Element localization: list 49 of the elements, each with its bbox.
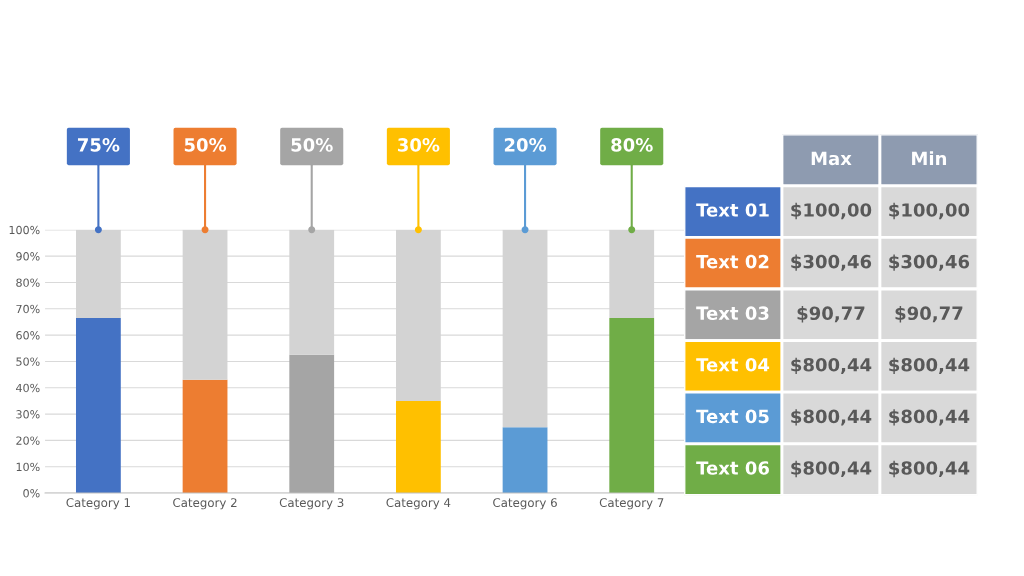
annotation: 50% bbox=[184, 138, 227, 152]
data-label: $100,00 bbox=[889, 202, 970, 220]
series-label: Text 01 bbox=[696, 203, 769, 217]
bar bbox=[609, 318, 655, 494]
y-tick-label: 60% bbox=[16, 331, 40, 340]
data-label: $800,44 bbox=[791, 357, 872, 375]
y-tick-label: 100% bbox=[9, 225, 40, 235]
annotation: 75% bbox=[77, 138, 120, 152]
y-tick-label: 50% bbox=[16, 357, 40, 366]
series-label: Text 05 bbox=[696, 409, 769, 424]
annotation: 20% bbox=[504, 138, 547, 152]
bar bbox=[502, 427, 548, 494]
data-label: $800,44 bbox=[791, 460, 872, 478]
data-label: $300,46 bbox=[791, 254, 872, 271]
data-label: $800,44 bbox=[889, 409, 970, 426]
y-tick-label: 90% bbox=[16, 252, 40, 261]
series-label: Text 06 bbox=[696, 461, 769, 475]
x-tick-label: Category 3 bbox=[279, 498, 344, 510]
data-label: $300,46 bbox=[889, 254, 970, 271]
bar bbox=[182, 379, 228, 494]
y-tick-label: 10% bbox=[16, 462, 40, 472]
bar bbox=[395, 400, 441, 494]
data-label: $800,44 bbox=[791, 409, 872, 426]
y-tick-label: 20% bbox=[16, 436, 40, 445]
annotation: 30% bbox=[397, 138, 440, 152]
series-label: Text 03 bbox=[696, 306, 769, 321]
bar bbox=[75, 318, 121, 494]
x-tick-label: Category 6 bbox=[493, 498, 557, 510]
y-tick-label: 80% bbox=[16, 278, 40, 287]
bar bbox=[289, 354, 335, 494]
category-label: Max bbox=[811, 151, 852, 166]
series-label: Text 02 bbox=[696, 254, 769, 269]
data-label: $90,77 bbox=[797, 306, 865, 323]
data-label: $800,44 bbox=[889, 460, 970, 478]
annotation: 50% bbox=[291, 138, 333, 152]
x-tick-label: Category 7 bbox=[599, 498, 664, 510]
data-label: $90,77 bbox=[895, 306, 963, 323]
x-tick-label: Category 1 bbox=[66, 498, 130, 510]
data-label: $100,00 bbox=[791, 202, 872, 220]
y-tick-label: 40% bbox=[16, 383, 40, 393]
y-tick-label: 70% bbox=[16, 304, 40, 314]
y-tick-label: 0% bbox=[23, 489, 40, 498]
x-tick-label: Category 4 bbox=[386, 498, 451, 510]
y-tick-label: 30% bbox=[16, 410, 40, 419]
data-label: $800,44 bbox=[889, 357, 970, 375]
x-tick-label: Category 2 bbox=[173, 498, 237, 510]
annotation: 80% bbox=[611, 138, 653, 152]
category-label: Min bbox=[912, 151, 947, 165]
series-label: Text 04 bbox=[696, 357, 770, 372]
